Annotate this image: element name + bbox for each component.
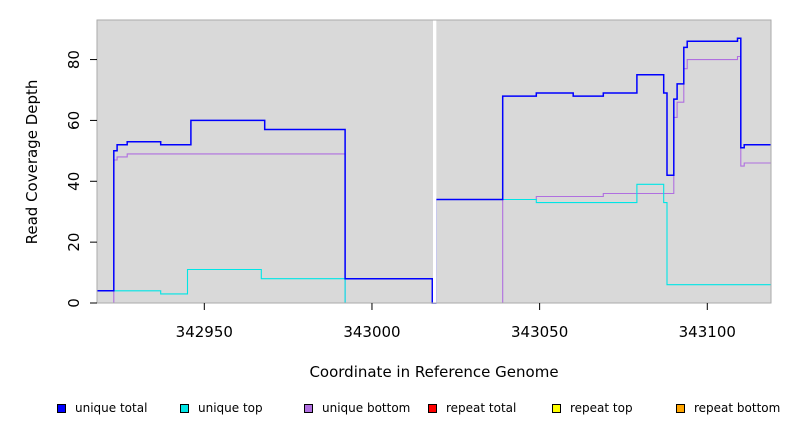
legend-item-repeat-total: repeat total [428, 398, 516, 418]
legend-swatch [428, 403, 437, 413]
legend-item-unique-bottom: unique bottom [304, 398, 410, 418]
legend-label: repeat top [570, 401, 633, 415]
legend-label: repeat total [446, 401, 517, 415]
y-tick-label: 80 [65, 50, 83, 69]
plot-frame [96, 19, 772, 304]
y-tick-label: 0 [65, 298, 83, 308]
legend-label: unique bottom [322, 401, 411, 415]
y-tick-label: 40 [65, 172, 83, 191]
legend-swatch [304, 403, 313, 413]
x-tick-label: 342950 [176, 323, 233, 341]
legend-label: repeat bottom [694, 401, 781, 415]
legend-swatch [676, 403, 685, 413]
x-tick-label: 343050 [511, 323, 568, 341]
legend-item-unique-total: unique total [57, 398, 147, 418]
legend-item-repeat-bottom: repeat bottom [676, 398, 780, 418]
legend-item-unique-top: unique top [180, 398, 263, 418]
x-tick-label: 343100 [679, 323, 736, 341]
y-axis-label: Read Coverage Depth [23, 80, 41, 245]
x-tick-label: 343000 [343, 323, 400, 341]
legend-label: unique top [198, 401, 263, 415]
legend: unique total unique top unique bottom repea… [0, 398, 792, 420]
legend-swatch [57, 403, 66, 413]
legend-swatch [180, 403, 189, 413]
legend-swatch [552, 403, 561, 413]
y-tick-label: 20 [65, 233, 83, 252]
data-gap [432, 20, 437, 303]
x-axis-label: Coordinate in Reference Genome [309, 363, 558, 381]
axes-layer: 0 20 40 60 80 342950 343000 343050 343100 [65, 19, 772, 341]
series-line-unique-total [97, 37, 771, 304]
series-line-unique-bottom [97, 55, 771, 304]
legend-label: unique total [75, 401, 148, 415]
legend-item-repeat-top: repeat top [552, 398, 633, 418]
y-tick-label: 60 [65, 111, 83, 130]
